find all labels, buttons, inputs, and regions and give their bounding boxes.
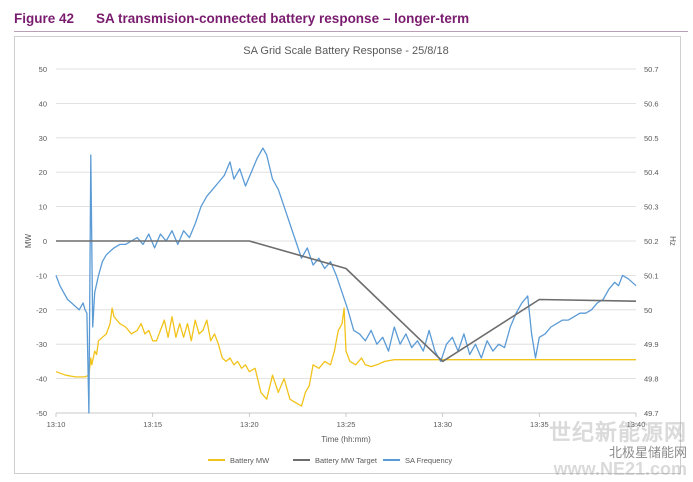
- watermark: 世纪新能源网 北极星储能网 www.NE21.com: [548, 420, 687, 479]
- y2-tick-label: 49.7: [644, 409, 659, 418]
- y2-tick-label: 50.1: [644, 271, 659, 280]
- y-tick-label: 50: [39, 65, 47, 74]
- legend-label: Battery MW Target: [315, 456, 378, 465]
- y2-tick-label: 49.9: [644, 340, 659, 349]
- y2-tick-label: 50.2: [644, 237, 659, 246]
- y2-tick-label: 50: [644, 306, 652, 315]
- figure-number: Figure 42: [14, 10, 75, 26]
- watermark-line3: www.NE21.com: [553, 459, 687, 479]
- y-tick-label: 20: [39, 168, 47, 177]
- y2-tick-label: 50.3: [644, 203, 659, 212]
- watermark-line1: 世纪新能源网: [548, 420, 687, 445]
- x-tick-label: 13:25: [337, 420, 356, 429]
- y-tick-label: -20: [36, 306, 47, 315]
- legend-label: Battery MW: [230, 456, 270, 465]
- x-tick-label: 13:20: [240, 420, 259, 429]
- y2-tick-label: 50.7: [644, 65, 659, 74]
- y2-tick-label: 49.8: [644, 375, 659, 384]
- x-tick-label: 13:15: [143, 420, 162, 429]
- watermark-line2: 北极星储能网: [608, 445, 687, 460]
- y-axis-title: MW: [24, 233, 33, 248]
- y-tick-label: -10: [36, 271, 47, 280]
- x-tick-label: 13:10: [47, 420, 66, 429]
- y-tick-label: 0: [43, 237, 47, 246]
- y-tick-label: -40: [36, 375, 47, 384]
- y2-axis-title: Hz: [668, 236, 677, 246]
- y-tick-label: 10: [39, 203, 47, 212]
- header-divider: [14, 31, 688, 32]
- chart-title: SA Grid Scale Battery Response - 25/8/18: [243, 45, 448, 57]
- x-tick-label: 13:35: [530, 420, 549, 429]
- x-tick-label: 13:30: [433, 420, 452, 429]
- series-line-sa-frequency: [55, 147, 637, 414]
- battery-response-chart: SA Grid Scale Battery Response - 25/8/18…: [24, 45, 677, 465]
- y2-tick-label: 50.5: [644, 134, 659, 143]
- chart-frame: SA Grid Scale Battery Response - 25/8/18…: [14, 36, 681, 474]
- y2-tick-label: 50.4: [644, 168, 659, 177]
- x-axis-title: Time (hh:mm): [321, 435, 371, 444]
- y-tick-label: 30: [39, 134, 47, 143]
- y-tick-label: 40: [39, 99, 47, 108]
- figure-header: Figure 42 SA transmision-connected batte…: [14, 6, 469, 30]
- series-line-battery-mw-target: [56, 240, 637, 363]
- figure-title: SA transmision-connected battery respons…: [96, 10, 470, 26]
- x-tick-label: 13:40: [627, 420, 646, 429]
- y-tick-label: -50: [36, 409, 47, 418]
- y2-tick-label: 50.6: [644, 99, 659, 108]
- y-tick-label: -30: [36, 340, 47, 349]
- series-line-battery-mw: [55, 307, 636, 407]
- legend-label: SA Frequency: [405, 456, 452, 465]
